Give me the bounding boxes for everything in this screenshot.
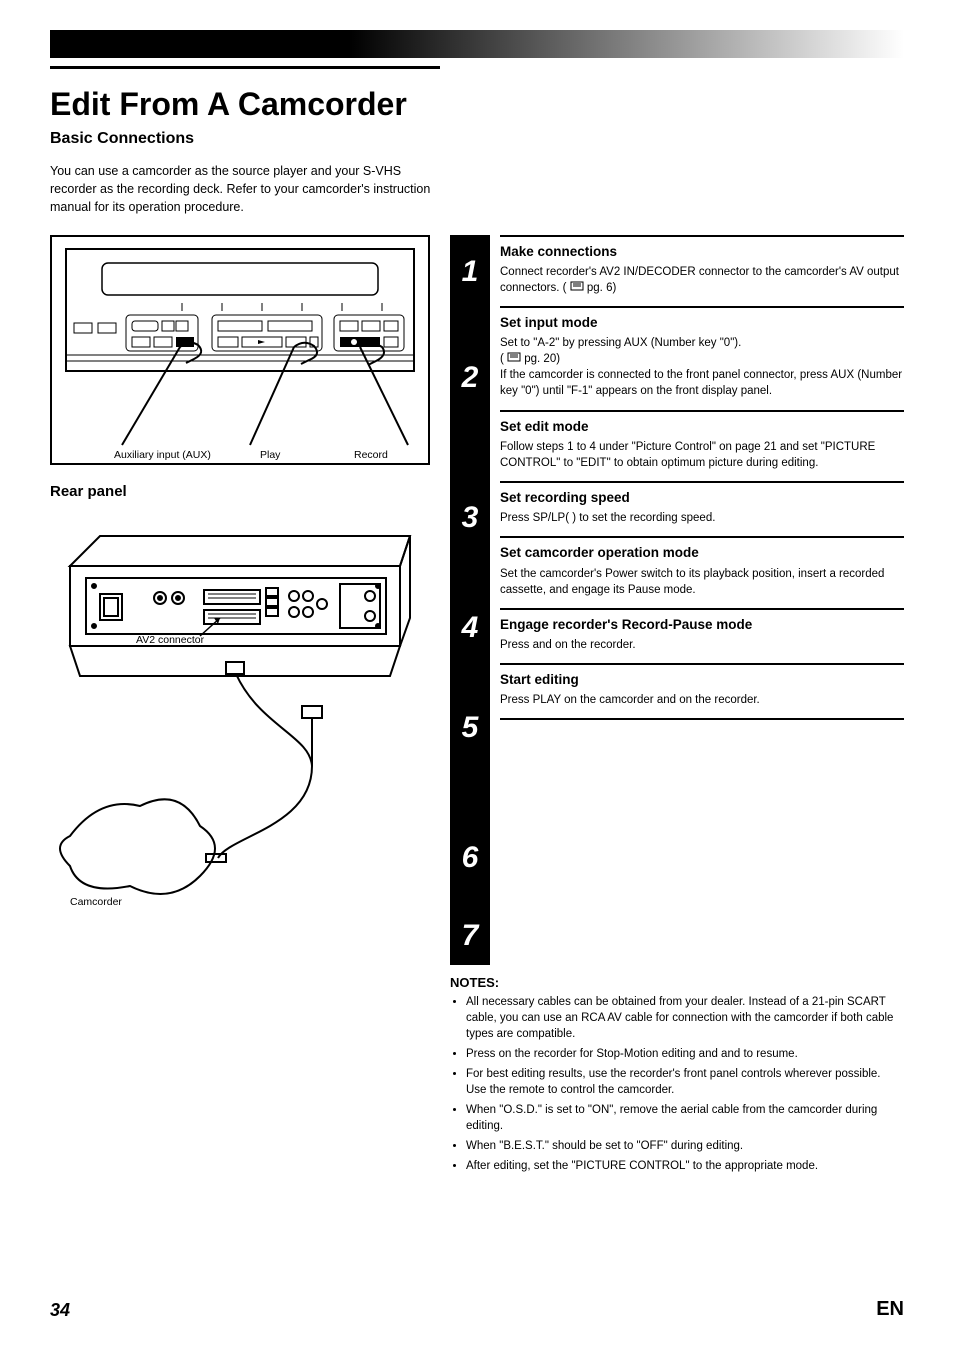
language-tag: EN [876,1298,904,1321]
step-6: Engage recorder's Record-Pause mode Pres… [500,608,904,663]
step-number-bar: 1 2 3 4 5 6 7 [450,235,490,965]
notes-heading: NOTES: [450,975,904,990]
step-7-body: Press PLAY on the camcorder and on the r… [500,692,904,708]
two-column-layout: Auxiliary input (AUX) Play Record Rear p… [50,235,904,1179]
step-7-head: Start editing [500,671,904,689]
page-ref-icon [570,280,584,290]
step-7: Start editing Press PLAY on the camcorde… [500,663,904,720]
header-gradient-bar [50,30,904,58]
figure-rear-panel: AV2 connector Camcorder [50,506,430,911]
step-2-ref: pg. 20) [524,353,560,365]
page-ref-icon [507,351,521,361]
step-1-ref: pg. 6) [587,282,616,294]
step-3: Set edit mode Follow steps 1 to 4 under … [500,410,904,481]
step-2-text-a: Set to "A-2" by pressing AUX (Number key… [500,337,741,349]
step-num-3: 3 [462,501,479,535]
step-1-head: Make connections [500,243,904,261]
left-column: Auxiliary input (AUX) Play Record Rear p… [50,235,430,1179]
front-panel-svg [62,245,418,455]
page-number: 34 [50,1300,70,1321]
step-2-body: Set to "A-2" by pressing AUX (Number key… [500,335,904,399]
page: Edit From A Camcorder Basic Connections … [0,0,954,1349]
step-num-6: 6 [462,841,479,875]
note-item: After editing, set the "PICTURE CONTROL"… [466,1158,904,1174]
notes-block: NOTES: All necessary cables can be obtai… [450,975,904,1175]
step-5-head: Set camcorder operation mode [500,544,904,562]
page-title: Edit From A Camcorder [50,87,904,122]
step-4-body: Press SP/LP( ) to set the recording spee… [500,510,904,526]
page-subtitle: Basic Connections [50,130,904,148]
note-item: Press on the recorder for Stop-Motion ed… [466,1046,904,1062]
step-1-body: Connect recorder's AV2 IN/DECODER connec… [500,264,904,296]
step-3-body: Follow steps 1 to 4 under "Picture Contr… [500,439,904,471]
rear-panel-title: Rear panel [50,483,430,500]
step-3-head: Set edit mode [500,418,904,436]
note-item: When "B.E.S.T." should be set to "OFF" d… [466,1138,904,1154]
step-6-body: Press and on the recorder. [500,637,904,653]
notes-list: All necessary cables can be obtained fro… [450,994,904,1175]
steps-body: Make connections Connect recorder's AV2 … [490,235,904,965]
callout-aux: Auxiliary input (AUX) [114,449,211,461]
callout-rec: Record [354,449,388,461]
header-rule [50,66,440,69]
step-1-text-a: Connect recorder's AV2 IN/DECODER connec… [500,266,899,294]
step-4: Set recording speed Press SP/LP( ) to se… [500,481,904,536]
step-num-4: 4 [462,611,479,645]
step-6-head: Engage recorder's Record-Pause mode [500,616,904,634]
step-2: Set input mode Set to "A-2" by pressing … [500,306,904,410]
step-2-head: Set input mode [500,314,904,332]
steps-strip: 1 2 3 4 5 6 7 Make connections Connect r… [450,235,904,965]
note-item: When "O.S.D." is set to "ON", remove the… [466,1102,904,1134]
step-4-head: Set recording speed [500,489,904,507]
intro-paragraph: You can use a camcorder as the source pl… [50,162,440,216]
note-item: All necessary cables can be obtained fro… [466,994,904,1042]
step-5-body: Set the camcorder's Power switch to its … [500,566,904,598]
rear-panel-svg [50,506,420,906]
step-2-text-c: If the camcorder is connected to the fro… [500,369,902,397]
callout-play: Play [260,449,280,461]
step-num-7: 7 [462,919,479,953]
step-1: Make connections Connect recorder's AV2 … [500,235,904,306]
callout-av2: AV2 connector [136,634,204,646]
note-item: For best editing results, use the record… [466,1066,904,1098]
figure-front-panel: Auxiliary input (AUX) Play Record [50,235,430,465]
step-num-2: 2 [462,361,479,395]
callout-camcorder: Camcorder [70,896,122,908]
step-num-5: 5 [462,711,479,745]
step-num-1: 1 [462,255,479,289]
right-column: 1 2 3 4 5 6 7 Make connections Connect r… [450,235,904,1179]
step-2-text-b: ( [500,353,504,365]
step-5: Set camcorder operation mode Set the cam… [500,536,904,607]
